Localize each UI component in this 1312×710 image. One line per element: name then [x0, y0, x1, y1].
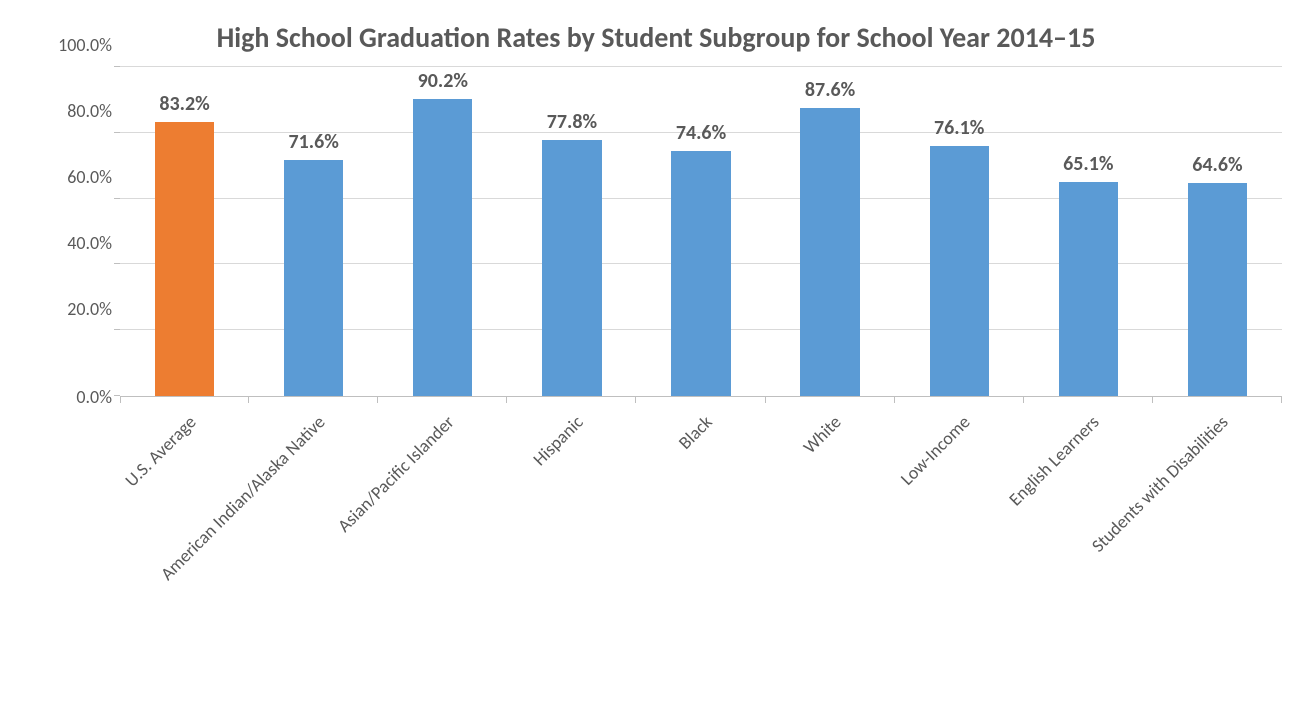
bar-slot: 64.6% [1153, 67, 1282, 396]
bar-value-label: 64.6% [1192, 153, 1242, 177]
bar-slot: 76.1% [895, 67, 1024, 396]
x-slot: Low-Income [895, 397, 1024, 642]
bar-english-learners: 65.1% [1059, 182, 1118, 396]
x-tick-mark [1281, 397, 1282, 403]
x-axis: U.S. Average American Indian/Alaska Nati… [120, 397, 1282, 642]
bar-slot: 71.6% [249, 67, 378, 396]
bar-american-indian: 71.6% [284, 160, 343, 396]
x-tick-mark [120, 397, 121, 403]
bar-black: 74.6% [671, 151, 730, 396]
plot-wrap: 0.0% 20.0% 40.0% 60.0% 80.0% 100.0% 83.2… [30, 67, 1282, 397]
bar-slot: 83.2% [120, 67, 249, 396]
bar-value-label: 74.6% [676, 121, 726, 145]
bar-slot: 65.1% [1024, 67, 1153, 396]
bar-value-label: 76.1% [934, 116, 984, 140]
x-category-label: White [799, 411, 846, 458]
bar-asian-pacific: 90.2% [413, 99, 472, 396]
x-slot: Students with Disabilities [1153, 397, 1282, 642]
bar-value-label: 87.6% [805, 78, 855, 102]
bar-low-income: 76.1% [930, 146, 989, 396]
x-category-label: U.S. Average [120, 411, 200, 491]
bar-slot: 74.6% [636, 67, 765, 396]
y-tick-label: 100.0% [58, 34, 112, 56]
bar-slot: 90.2% [378, 67, 507, 396]
bars-row: 83.2% 71.6% 90.2% 77.8% [120, 67, 1282, 396]
bar-value-label: 71.6% [288, 130, 338, 154]
x-category-label: Black [674, 411, 717, 454]
x-category-label: Low-Income [896, 411, 975, 490]
bar-slot: 87.6% [766, 67, 895, 396]
bar-value-label: 90.2% [418, 69, 468, 93]
bar-us-average: 83.2% [155, 122, 214, 396]
x-slot: Asian/Pacific Islander [378, 397, 507, 642]
bar-value-label: 83.2% [159, 92, 209, 116]
y-tick-label: 40.0% [67, 232, 112, 254]
plot-area: 83.2% 71.6% 90.2% 77.8% [120, 67, 1282, 397]
bar-hispanic: 77.8% [542, 140, 601, 396]
y-tick-label: 80.0% [67, 100, 112, 122]
x-slot: Black [636, 397, 765, 642]
bar-value-label: 65.1% [1063, 152, 1113, 176]
chart-container: High School Graduation Rates by Student … [0, 0, 1312, 710]
y-tick-label: 20.0% [67, 298, 112, 320]
x-category-label: Hispanic [528, 411, 587, 470]
bar-value-label: 77.8% [547, 110, 597, 134]
bar-students-disabilities: 64.6% [1188, 183, 1247, 396]
y-tick-label: 60.0% [67, 166, 112, 188]
x-slot: White [766, 397, 895, 642]
y-tick-label: 0.0% [76, 386, 112, 408]
x-slot: Hispanic [507, 397, 636, 642]
bar-white: 87.6% [800, 108, 859, 396]
bar-slot: 77.8% [507, 67, 636, 396]
y-axis: 0.0% 20.0% 40.0% 60.0% 80.0% 100.0% [30, 67, 120, 397]
chart-title: High School Graduation Rates by Student … [93, 20, 1220, 55]
